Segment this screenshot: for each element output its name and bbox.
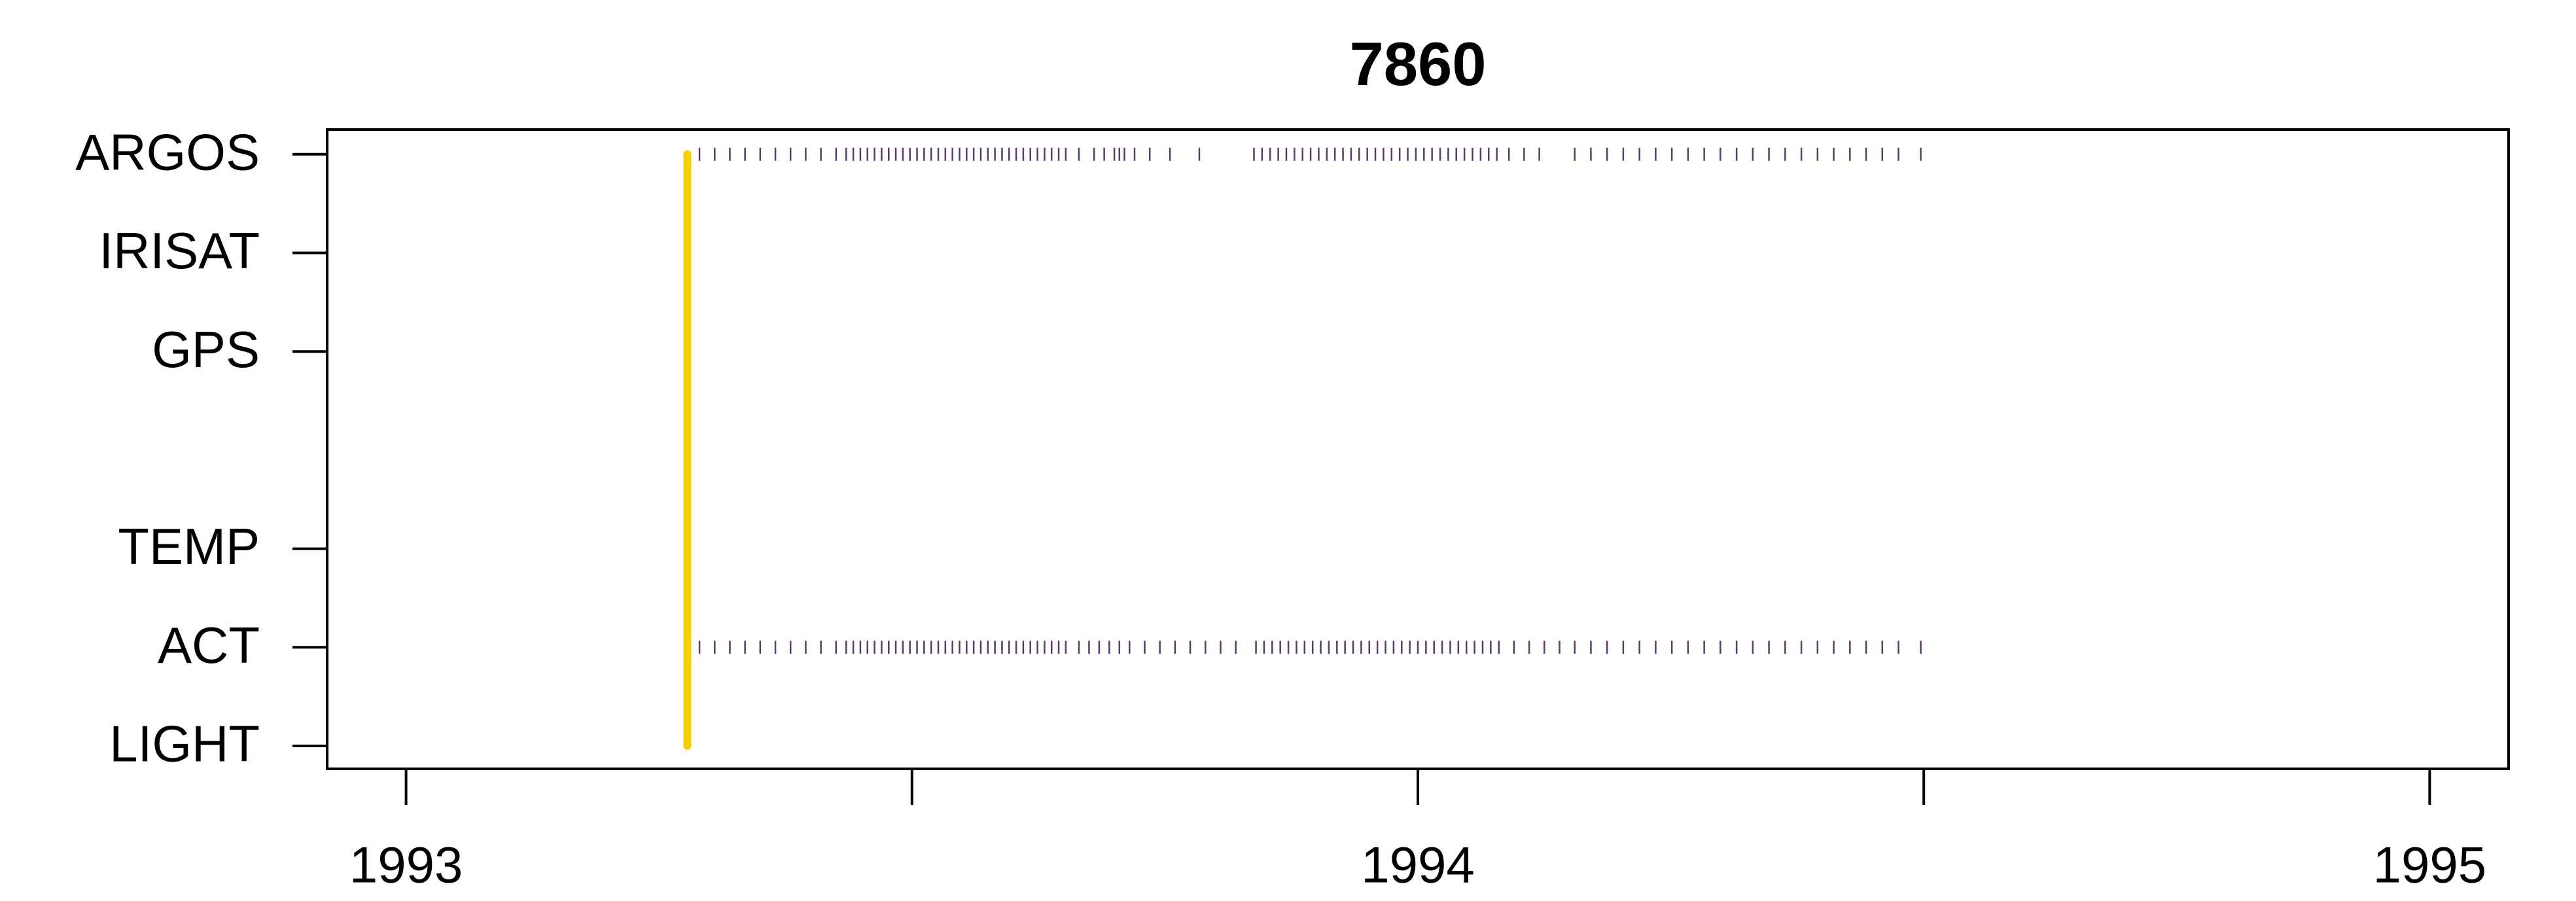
y-tick-label: ACT: [158, 616, 260, 674]
y-tick-label: GPS: [152, 321, 260, 378]
y-tick-label: ARGOS: [75, 123, 260, 181]
x-tick-label: 1993: [349, 836, 463, 894]
chart-title: 7860: [1349, 29, 1486, 98]
x-tick-label: 1995: [2373, 836, 2487, 894]
y-tick-label: LIGHT: [109, 715, 260, 773]
y-tick-label: TEMP: [118, 518, 260, 575]
y-tick-label: IRISAT: [99, 222, 260, 279]
x-tick-label: 1994: [1361, 836, 1475, 894]
